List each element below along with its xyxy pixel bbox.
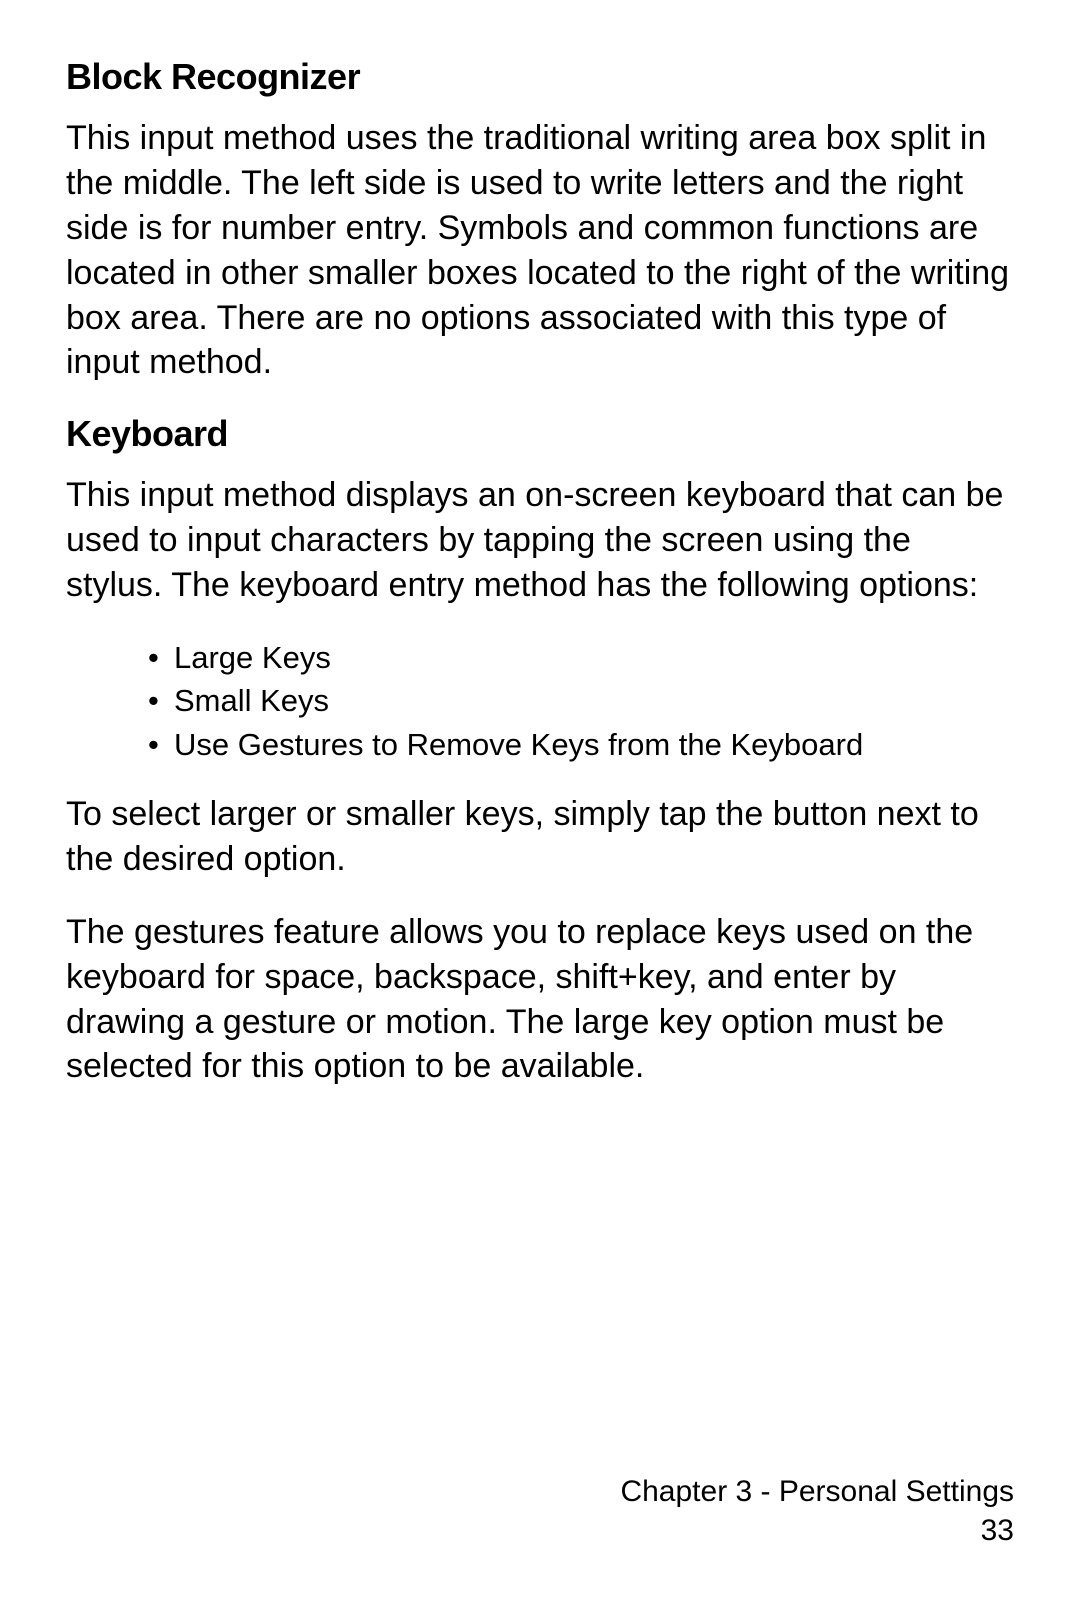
paragraph-keyboard-intro: This input method displays an on-screen … — [66, 473, 1014, 608]
paragraph-keyboard-select: To select larger or smaller keys, simply… — [66, 792, 1014, 882]
footer-page-number: 33 — [620, 1511, 1014, 1550]
page-footer: Chapter 3 - Personal Settings 33 — [620, 1472, 1014, 1550]
list-item: Small Keys — [148, 679, 1014, 722]
heading-keyboard: Keyboard — [66, 413, 1014, 455]
footer-chapter: Chapter 3 - Personal Settings — [620, 1472, 1014, 1511]
list-item: Large Keys — [148, 636, 1014, 679]
heading-block-recognizer: Block Recognizer — [66, 56, 1014, 98]
list-keyboard-options: Large Keys Small Keys Use Gestures to Re… — [66, 636, 1014, 766]
paragraph-block-recognizer: This input method uses the traditional w… — [66, 116, 1014, 385]
list-item: Use Gestures to Remove Keys from the Key… — [148, 723, 1014, 766]
paragraph-keyboard-gestures: The gestures feature allows you to repla… — [66, 910, 1014, 1090]
document-page: Block Recognizer This input method uses … — [0, 0, 1080, 1622]
